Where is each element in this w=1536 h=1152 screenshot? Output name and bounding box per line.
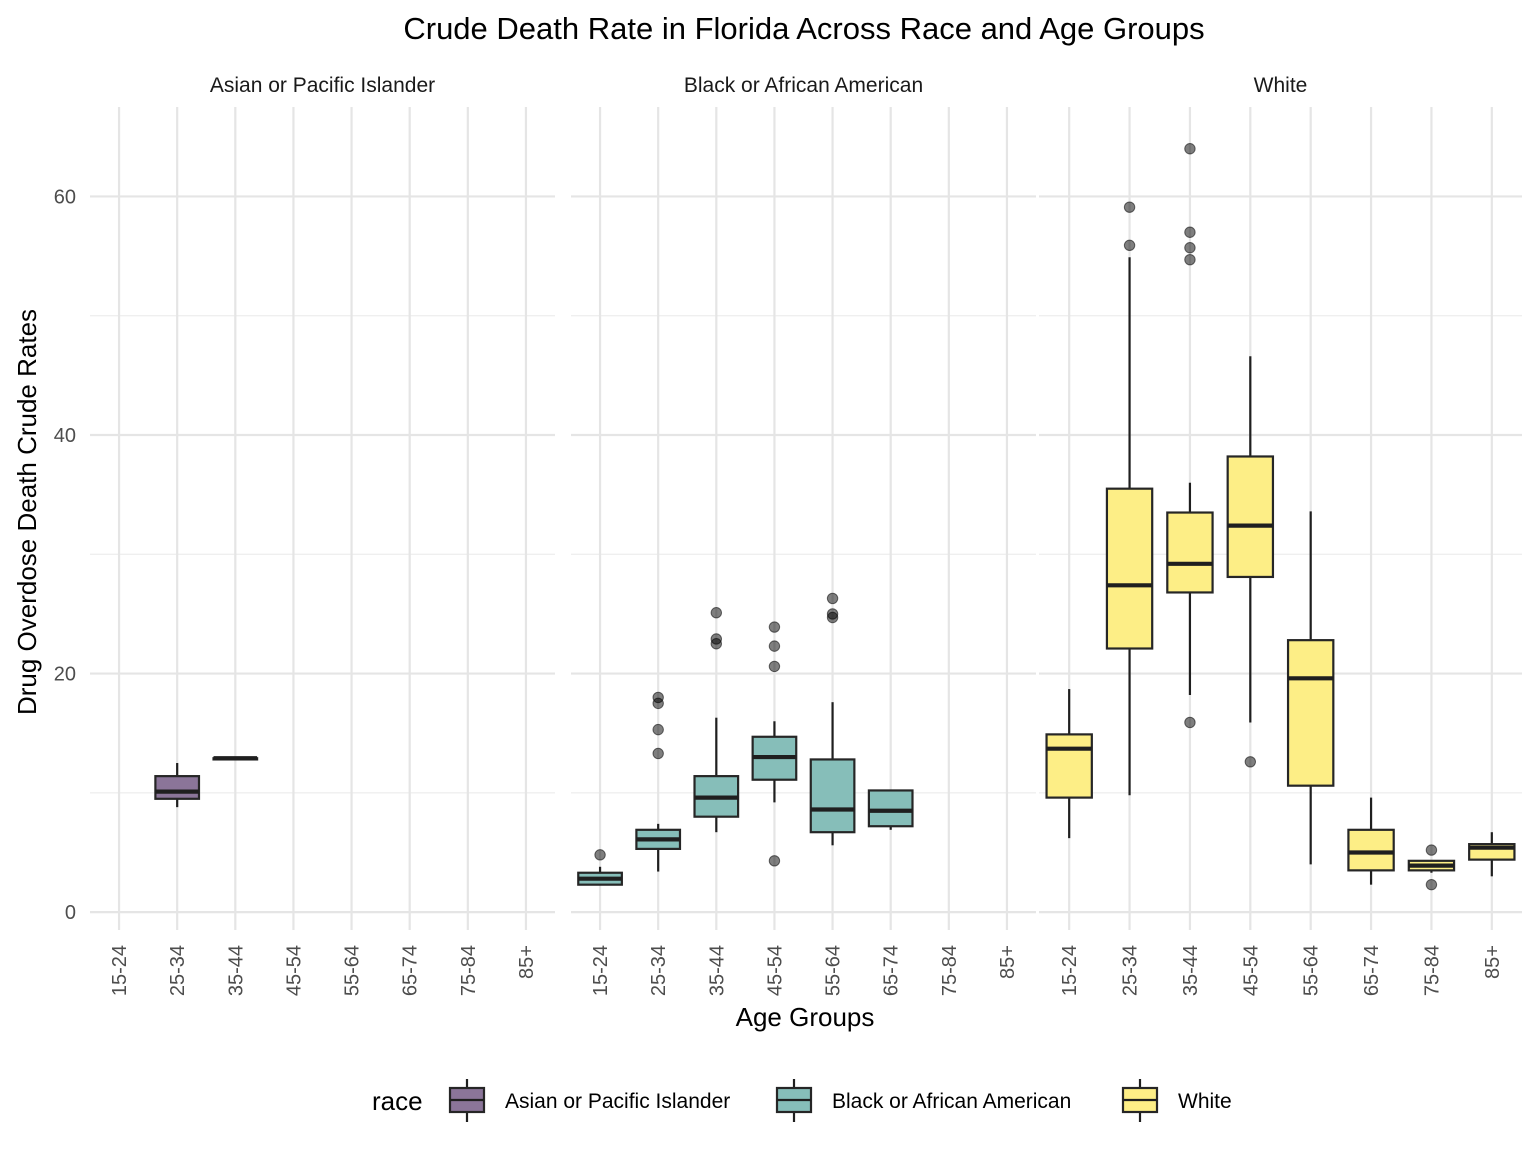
iqr-box — [809, 758, 856, 834]
x-tick-label: 45-54 — [283, 945, 305, 996]
facet-label: White — [1254, 74, 1308, 97]
legend-label: Black or African American — [832, 1090, 1071, 1113]
outlier-point — [826, 592, 839, 605]
iqr-box — [1105, 487, 1154, 650]
iqr-box — [1166, 511, 1214, 594]
x-tick-label: 15-24 — [590, 945, 612, 996]
iqr-box — [1347, 828, 1395, 872]
outlier-point — [826, 608, 839, 620]
outlier-point — [1123, 201, 1136, 213]
outlier-point — [1123, 239, 1136, 252]
box-white-75-84 — [1407, 844, 1456, 891]
legend-key-black-or-african-american — [775, 1079, 813, 1122]
box-asian-or-pacific-islander-35-44 — [212, 756, 259, 761]
outlier-point — [768, 855, 781, 867]
y-tick-label: 60 — [54, 186, 76, 208]
x-tick-label: 85+ — [516, 945, 538, 979]
x-tick-label: 65-74 — [1361, 945, 1383, 996]
box-white-15-24 — [1045, 689, 1093, 839]
x-tick-label: 45-54 — [764, 945, 786, 996]
outlier-point — [710, 607, 723, 619]
outlier-point — [1184, 226, 1196, 238]
box-white-25-34 — [1105, 201, 1154, 796]
x-tick-label: 25-34 — [648, 945, 670, 996]
outlier-point — [768, 640, 781, 652]
x-tick-label: 15-24 — [109, 945, 131, 996]
x-tick-label: 25-34 — [1120, 945, 1142, 996]
x-tick-label: 75-84 — [1421, 945, 1443, 996]
iqr-box — [1226, 455, 1275, 579]
panel-white: White 15-24 25-34 35-44 45-54 55-64 65-74 75-84… — [1039, 74, 1522, 996]
box-black-or-african-american-35-44 — [693, 607, 740, 833]
legend-title: race — [372, 1086, 423, 1116]
x-tick-label: 65-74 — [400, 945, 422, 996]
outlier-point — [652, 691, 664, 704]
x-tick-label: 35-44 — [1180, 945, 1202, 996]
box-white-55-64 — [1286, 511, 1335, 865]
outlier-point — [1425, 878, 1438, 891]
box-black-or-african-american-65-74 — [867, 789, 914, 830]
outlier-point — [1184, 716, 1196, 729]
iqr-box — [154, 775, 201, 800]
x-tick-label: 75-84 — [939, 945, 961, 996]
panel-asian-or-pacific-islander: Asian or Pacific Islander 15-24 25-34 35-44… — [90, 74, 555, 996]
box-white-65-74 — [1347, 797, 1395, 885]
x-tick-label: 35-44 — [225, 945, 247, 996]
outlier-point — [652, 723, 664, 736]
x-tick-label: 15-24 — [1059, 945, 1081, 996]
box-black-or-african-american-45-54 — [751, 621, 798, 867]
facet-label: Black or African American — [684, 74, 923, 97]
y-tick-label: 20 — [54, 664, 76, 686]
box-white-45-54 — [1226, 356, 1275, 768]
legend: race Asian or Pacific Islander Black or A… — [372, 1079, 1232, 1122]
legend-label: White — [1178, 1090, 1232, 1113]
x-tick-label: 45-54 — [1240, 945, 1262, 996]
y-axis-title: Drug Overdose Death Crude Rates — [12, 309, 42, 715]
iqr-box — [1045, 733, 1093, 799]
facet-label: Asian or Pacific Islander — [210, 74, 435, 97]
x-tick-label: 75-84 — [458, 945, 480, 996]
legend-key-asian-or-pacific-islander — [448, 1079, 486, 1122]
x-tick-label: 35-44 — [706, 945, 728, 996]
chart-title: Crude Death Rate in Florida Across Race … — [403, 11, 1204, 46]
facet-panels: Asian or Pacific Islander 15-24 25-34 35-44… — [90, 74, 1522, 996]
x-tick-label: 85+ — [1482, 945, 1504, 979]
x-tick-label: 55-64 — [342, 945, 364, 996]
box-white-85+ — [1468, 832, 1516, 877]
legend-key-white — [1121, 1079, 1159, 1122]
box-asian-or-pacific-islander-25-34 — [154, 763, 201, 808]
x-tick-label: 55-64 — [823, 945, 845, 996]
outlier-point — [1425, 844, 1438, 856]
iqr-box — [1286, 639, 1335, 787]
x-tick-label: 65-74 — [881, 945, 903, 996]
x-tick-label: 25-34 — [167, 945, 189, 996]
box-white-35-44 — [1166, 143, 1214, 729]
outlier-point — [1184, 242, 1196, 254]
outlier-point — [1244, 756, 1257, 768]
outlier-point — [768, 660, 781, 673]
box-black-or-african-american-55-64 — [809, 592, 856, 846]
outlier-point — [1184, 253, 1196, 266]
y-tick-label: 0 — [65, 902, 76, 924]
panel-black-or-african-american: Black or African American 15-24 25-34 35-44… — [571, 74, 1036, 996]
box-black-or-african-american-25-34 — [635, 691, 682, 872]
outlier-point — [594, 849, 606, 861]
outlier-point — [768, 621, 781, 633]
outlier-point — [1184, 143, 1196, 155]
y-axis: 0 20 40 60 — [54, 186, 76, 924]
iqr-box — [867, 789, 914, 828]
outlier-point — [652, 747, 664, 760]
outlier-point — [710, 633, 723, 645]
x-axis-title: Age Groups — [736, 1002, 875, 1032]
y-tick-label: 40 — [54, 425, 76, 447]
box-black-or-african-american-15-24 — [577, 849, 623, 886]
x-tick-label: 55-64 — [1301, 945, 1323, 996]
x-tick-label: 85+ — [997, 945, 1019, 979]
legend-label: Asian or Pacific Islander — [505, 1090, 730, 1113]
